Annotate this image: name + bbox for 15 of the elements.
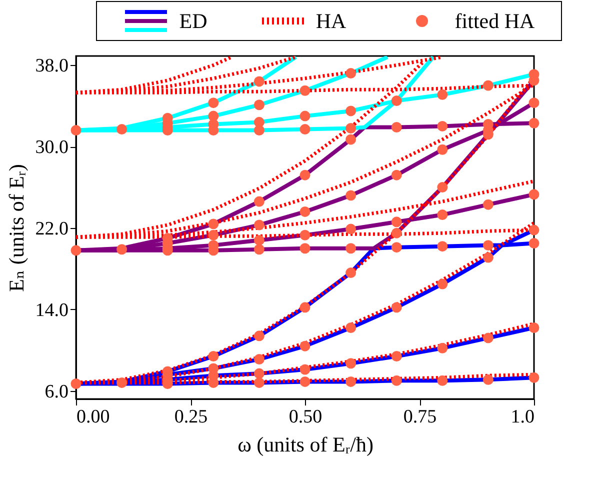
y-tick-label: 30.0 <box>35 137 68 158</box>
x-tick-label: 0.50 <box>288 406 322 428</box>
x-axis-title: ω (units of Eᵣ/ħ) <box>238 432 374 456</box>
x-tick-label: 0.75 <box>403 406 437 428</box>
y-tick-label: 14.0 <box>35 300 68 321</box>
legend-label: HA <box>316 8 346 34</box>
y-tick-label: 22.0 <box>35 218 68 240</box>
legend-label: fitted HA <box>454 8 535 34</box>
y-tick-label: 38.0 <box>35 56 68 77</box>
y-tick-label: 6.0 <box>44 381 68 402</box>
y-axis-title: Eₙ (units of Eᵣ) <box>4 164 28 292</box>
x-tick-label: 0.25 <box>174 406 208 428</box>
x-tick-label: 1.0 <box>510 406 534 428</box>
x-tick-label: 0.00 <box>76 406 110 428</box>
legend-label: ED <box>179 8 208 34</box>
